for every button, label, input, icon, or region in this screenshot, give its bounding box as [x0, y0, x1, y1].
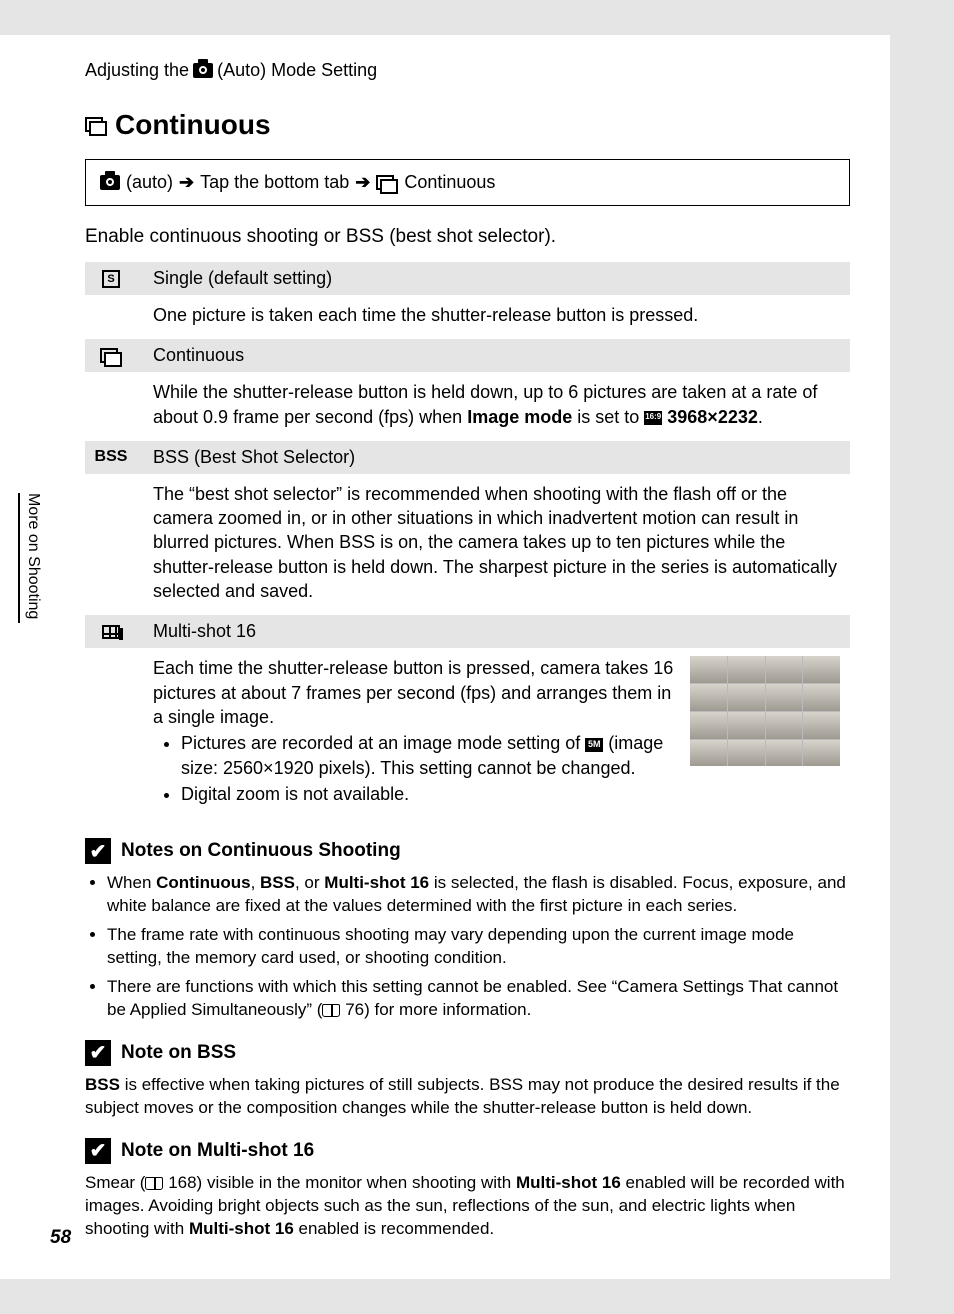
- header-suffix: (Auto) Mode Setting: [217, 60, 377, 81]
- nav-step3: Continuous: [404, 172, 495, 193]
- note-continuous-shooting: ✔ Notes on Continuous Shooting When Cont…: [85, 838, 850, 1022]
- multi-bullet: Digital zoom is not available.: [181, 782, 678, 806]
- option-row-single: S Single (default setting): [85, 262, 850, 295]
- multi-intro: Each time the shutter-release button is …: [153, 656, 678, 729]
- note-multishot: ✔ Note on Multi-shot 16 Smear ( 168) vis…: [85, 1138, 850, 1241]
- arrow-icon: ➔: [179, 172, 194, 193]
- note-title: Note on BSS: [121, 1042, 236, 1064]
- multishot-icon: [95, 625, 127, 639]
- option-label: Multi-shot 16: [153, 621, 256, 642]
- option-label: Single (default setting): [153, 268, 332, 289]
- note-item: When Continuous, BSS, or Multi-shot 16 i…: [107, 872, 850, 918]
- option-row-bss: BSS BSS (Best Shot Selector): [85, 441, 850, 474]
- note-title: Note on Multi-shot 16: [121, 1140, 314, 1162]
- option-row-multi: Multi-shot 16: [85, 615, 850, 648]
- page-number: 58: [50, 1227, 71, 1249]
- note-item: There are functions with which this sett…: [107, 976, 850, 1022]
- navigation-path: (auto) ➔ Tap the bottom tab ➔ Continuous: [85, 159, 850, 206]
- arrow-icon: ➔: [355, 172, 370, 193]
- resolution-icon: 16:9: [644, 411, 662, 425]
- option-body: While the shutter-release button is held…: [85, 372, 850, 441]
- side-tab: More on Shooting: [18, 493, 42, 623]
- nav-step2: Tap the bottom tab: [200, 172, 349, 193]
- section-title: Continuous: [85, 109, 850, 141]
- header-prefix: Adjusting the: [85, 60, 189, 81]
- check-icon: ✔: [85, 1040, 111, 1066]
- option-label: Continuous: [153, 345, 244, 366]
- manual-page: More on Shooting 58 Adjusting the (Auto)…: [0, 35, 890, 1279]
- single-icon: S: [95, 270, 127, 288]
- option-label: BSS (Best Shot Selector): [153, 447, 355, 468]
- intro-text: Enable continuous shooting or BSS (best …: [85, 226, 850, 248]
- book-icon: [145, 1177, 163, 1190]
- continuous-icon: [95, 348, 127, 364]
- option-body: One picture is taken each time the shutt…: [85, 295, 850, 339]
- continuous-icon: [376, 175, 398, 191]
- 5m-icon: 5M: [585, 738, 603, 752]
- multi-bullet: Pictures are recorded at an image mode s…: [181, 731, 678, 780]
- note-item: The frame rate with continuous shooting …: [107, 924, 850, 970]
- bss-icon: BSS: [95, 448, 127, 466]
- note-bss: ✔ Note on BSS BSS is effective when taki…: [85, 1040, 850, 1120]
- title-text: Continuous: [115, 109, 271, 141]
- page-header: Adjusting the (Auto) Mode Setting: [85, 60, 850, 81]
- continuous-icon: [85, 117, 107, 133]
- nav-step1: (auto): [126, 172, 173, 193]
- option-body: The “best shot selector” is recommended …: [85, 474, 850, 615]
- check-icon: ✔: [85, 838, 111, 864]
- book-icon: [322, 1004, 340, 1017]
- check-icon: ✔: [85, 1138, 111, 1164]
- options-table: S Single (default setting) One picture i…: [85, 262, 850, 820]
- option-row-continuous: Continuous: [85, 339, 850, 372]
- camera-icon: [193, 63, 213, 78]
- note-body: Smear ( 168) visible in the monitor when…: [85, 1172, 850, 1241]
- option-body: Each time the shutter-release button is …: [85, 648, 850, 820]
- note-title: Notes on Continuous Shooting: [121, 840, 401, 862]
- multishot-sample-image: [690, 656, 840, 766]
- camera-icon: [100, 175, 120, 190]
- note-body: BSS is effective when taking pictures of…: [85, 1074, 850, 1120]
